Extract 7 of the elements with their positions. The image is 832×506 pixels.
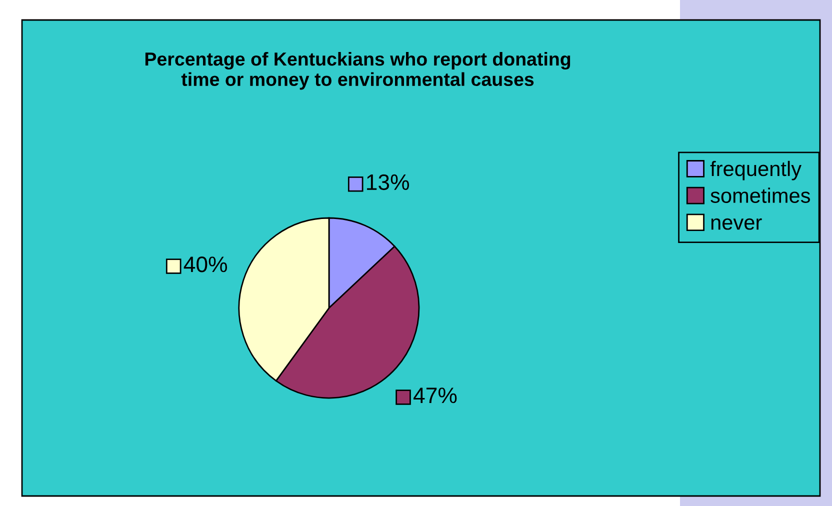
data-label: 13% [367, 174, 410, 190]
legend-label: never [711, 218, 762, 230]
data-label: 47% [414, 388, 457, 404]
data-label: 40% [184, 256, 228, 272]
legend-label: sometimes [710, 188, 810, 203]
chart-title: Percentage of Kentuckians who report donating time or money to environmental causes [145, 52, 570, 90]
legend-label: frequently [710, 160, 802, 180]
